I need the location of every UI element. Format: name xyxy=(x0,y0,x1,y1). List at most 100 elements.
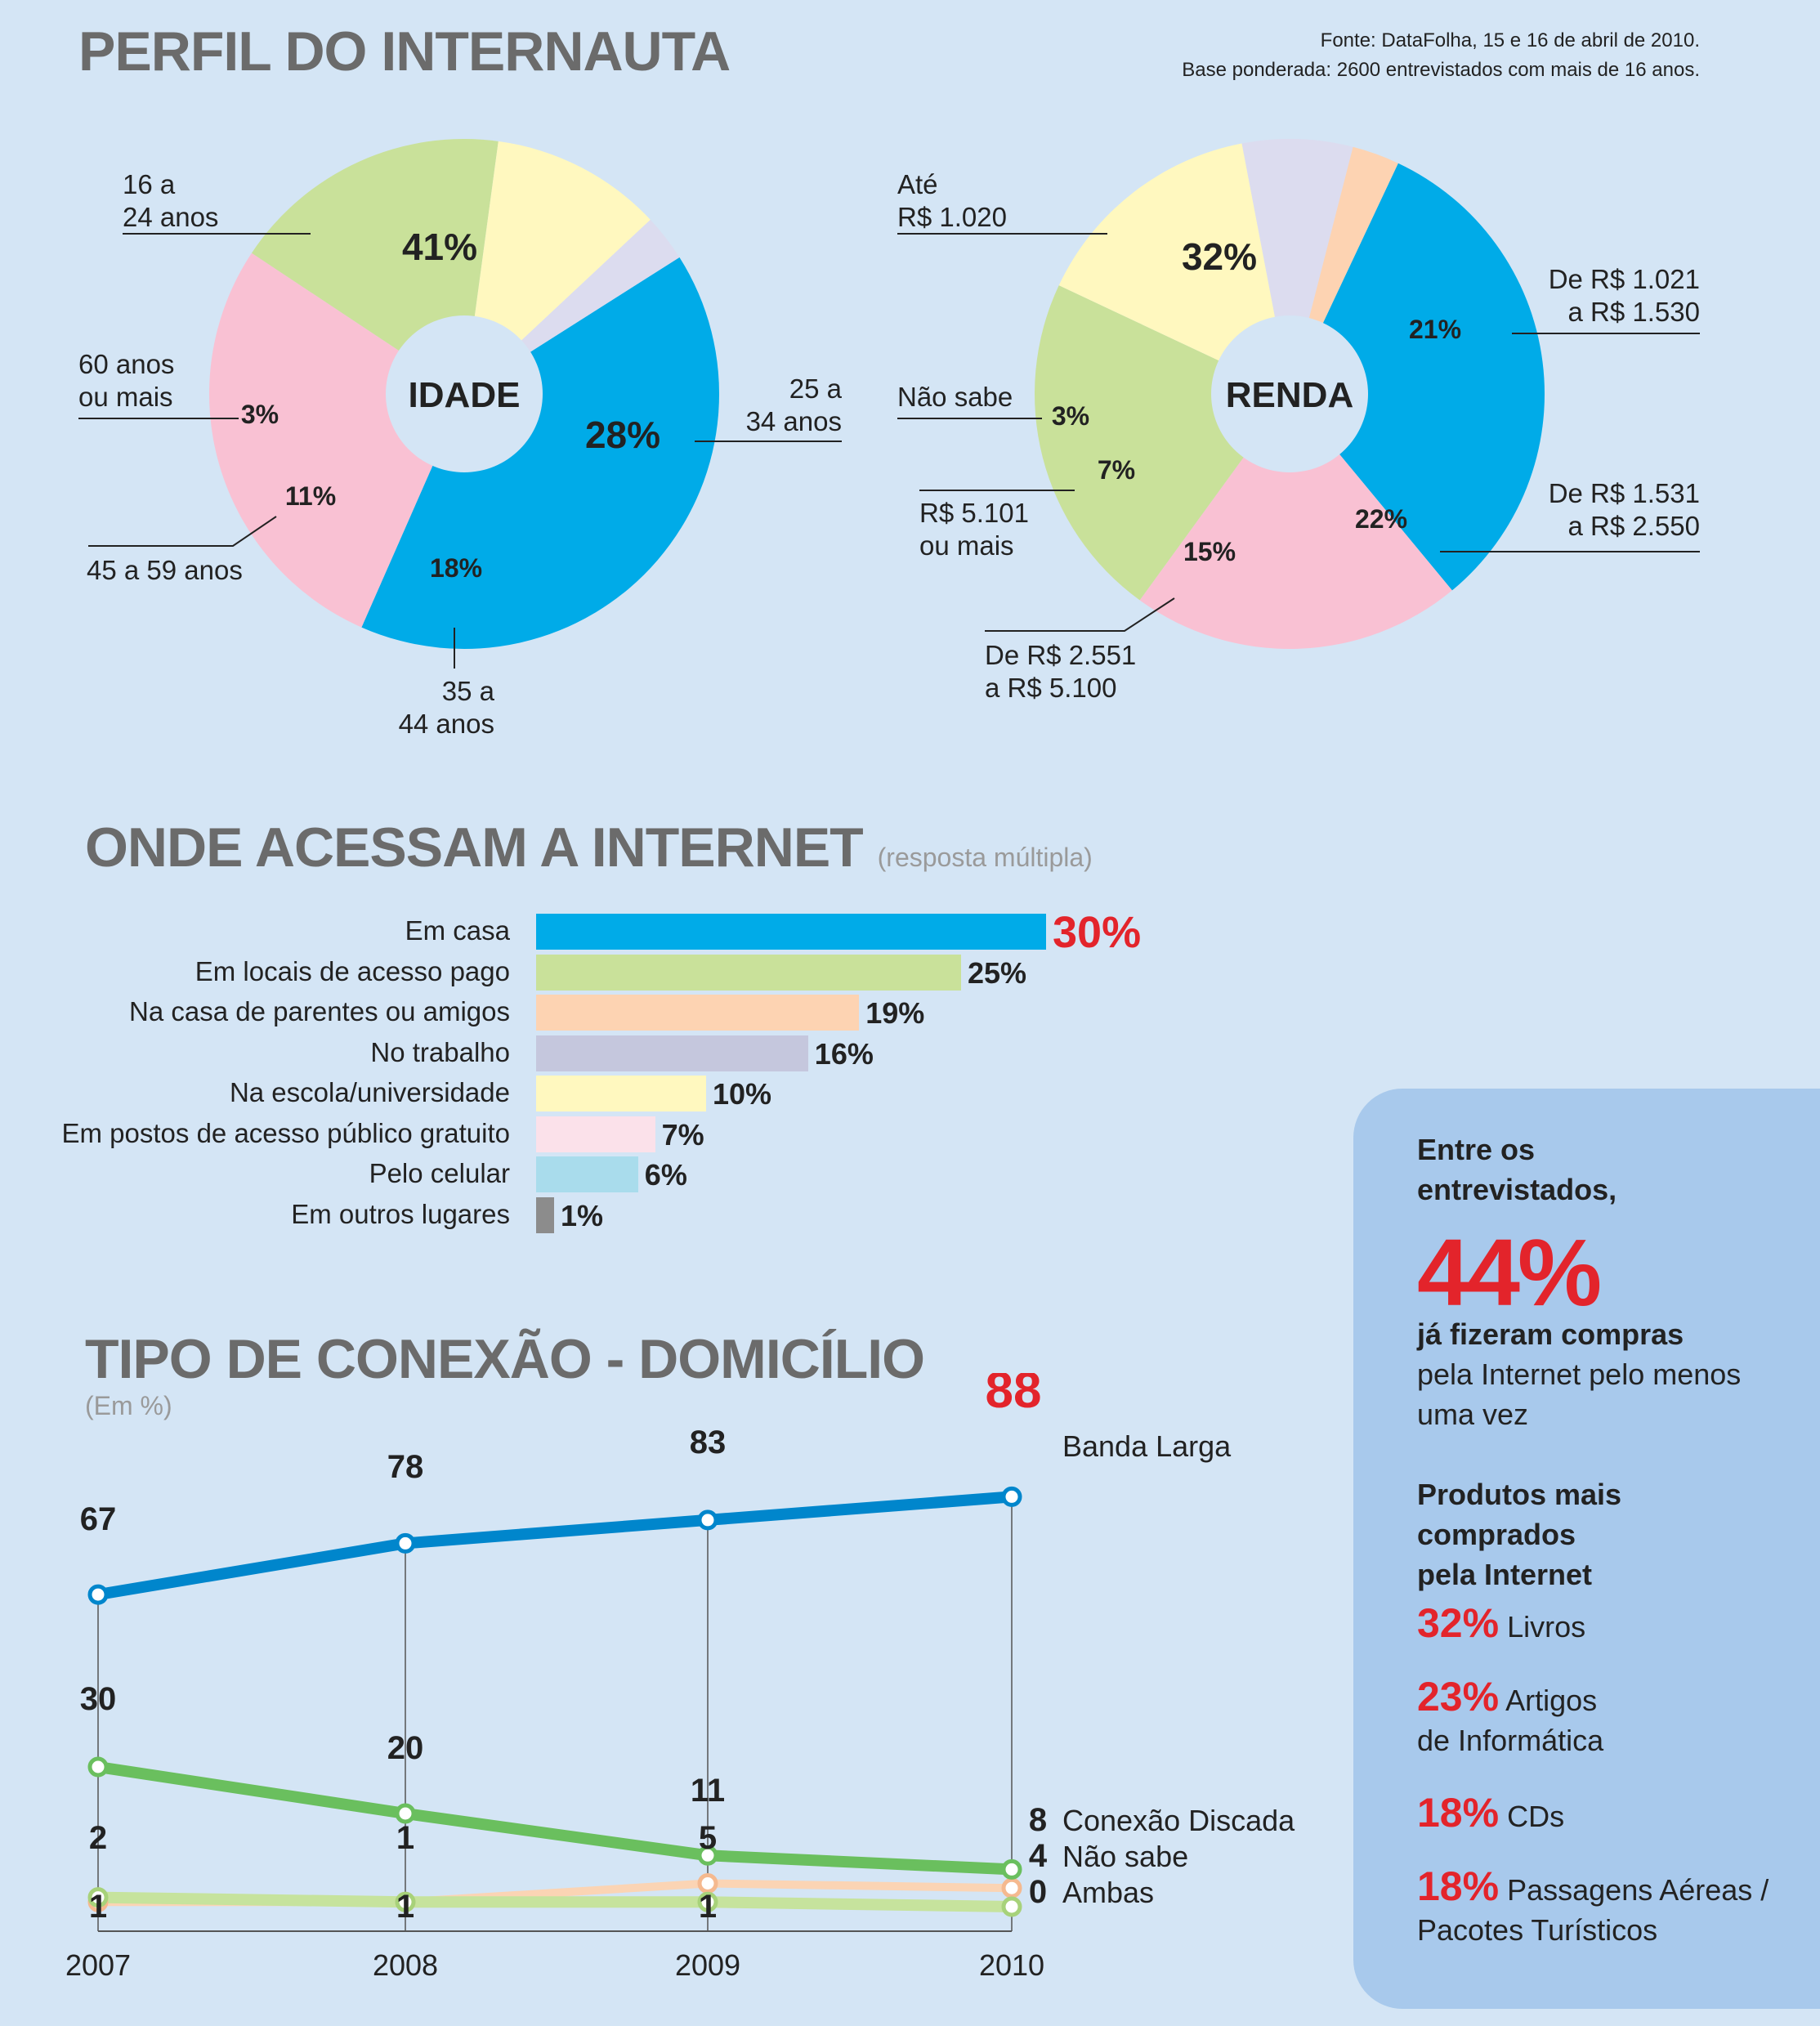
point-label-discada-3: 8 xyxy=(1029,1802,1047,1838)
bar-value-7: 1% xyxy=(561,1198,604,1232)
point-label-banda-0: 67 xyxy=(80,1501,117,1537)
bars-subtitle: (resposta múltipla) xyxy=(877,843,1093,872)
product-4-label: Passagens Aéreas / xyxy=(1507,1873,1769,1907)
bar-value-3: 16% xyxy=(814,1036,874,1071)
product-item-1: 32% Livros xyxy=(1417,1603,1820,1647)
pie-value-label-pie-renda-2: 22% xyxy=(1355,504,1407,534)
product-4-pct: 18% xyxy=(1417,1863,1500,1909)
sidebar-intro: Entre os entrevistados, xyxy=(1417,1129,1820,1210)
product-2-label: Artigos xyxy=(1505,1684,1598,1717)
label-2551-5100-l1: De R$ 2.551 xyxy=(985,640,1137,670)
point-discada-2 xyxy=(697,1845,718,1866)
pie-slice-pie-renda-4 xyxy=(1241,139,1353,394)
pie-leader-lines xyxy=(78,233,1700,669)
label-ate-1020-l2: R$ 1.020 xyxy=(897,202,1007,232)
bar-3 xyxy=(536,1035,808,1071)
x-tick-2008: 2008 xyxy=(373,1948,438,1982)
point-label-naosabe-3: 4 xyxy=(1029,1838,1048,1874)
pie-slice-pie-renda-3 xyxy=(1058,143,1290,395)
label-1531-2550-l2: a R$ 2.550 xyxy=(1567,511,1700,541)
point-label-discada-2: 11 xyxy=(691,1773,725,1809)
source-note: Fonte: DataFolha, 15 e 16 de abril de 20… xyxy=(964,26,1700,85)
pie-renda: RENDA 32% 21% 22% 15% 7% 3% xyxy=(1035,139,1545,650)
pie-value-label-pie-renda-4: 7% xyxy=(1098,455,1135,485)
pie-slice-pie-renda-0 xyxy=(1290,163,1545,591)
product-item-3: 18% CDs xyxy=(1417,1792,1820,1836)
series-name-ambas: Ambas xyxy=(1062,1876,1154,1909)
product-2-label-2: de Informática xyxy=(1417,1724,1604,1757)
label-45-59: 45 a 59 anos xyxy=(87,555,243,585)
label-60-mais-l1: 60 anos xyxy=(78,349,175,379)
product-item-4: 18% Passagens Aéreas / Pacotes Turístico… xyxy=(1417,1866,1820,1950)
label-5101-mais-l1: R$ 5.101 xyxy=(919,498,1029,528)
sidebar-products-title-2: comprados xyxy=(1417,1518,1576,1551)
point-label-ambas-2: 1 xyxy=(699,1889,717,1925)
pie-value-label-pie-idade-0: 41% xyxy=(402,226,477,268)
lines-title: TIPO DE CONEXÃO - DOMICÍLIO xyxy=(85,1328,925,1390)
point-label-banda-1: 78 xyxy=(387,1449,424,1485)
sidebar-products-title: Produtos mais comprados pela Internet xyxy=(1417,1474,1820,1594)
label-1021-1530-l2: a R$ 1.530 xyxy=(1567,297,1700,327)
point-label-ambas-3: 0 xyxy=(1029,1874,1047,1910)
label-1531-2550: De R$ 1.531 a R$ 2.550 xyxy=(1438,477,1700,543)
bar-label-3: No trabalho xyxy=(370,1036,510,1067)
sidebar-line-2: pela Internet pelo menos xyxy=(1417,1357,1742,1391)
pie-value-label-pie-idade-1: 28% xyxy=(585,414,660,456)
label-60-mais: 60 anos ou mais xyxy=(78,348,174,414)
sidebar-line-1: já fizeram compras xyxy=(1417,1317,1684,1351)
pie-value-label-pie-renda-5: 3% xyxy=(1052,401,1089,431)
label-25-34-l1: 25 a xyxy=(789,373,842,404)
pie-slice-pie-idade-3 xyxy=(464,141,651,395)
x-tick-2010: 2010 xyxy=(979,1948,1044,1982)
point-ambas-0 xyxy=(87,1887,109,1908)
point-banda-2 xyxy=(697,1509,718,1531)
point-label-ambas-1: 1 xyxy=(396,1820,414,1856)
point-label-discada-1: 20 xyxy=(387,1730,424,1766)
label-25-34: 25 a 34 anos xyxy=(670,373,842,438)
product-4-label-2: Pacotes Turísticos xyxy=(1417,1913,1658,1947)
bar-label-6: Pelo celular xyxy=(369,1158,510,1188)
pie-value-label-pie-idade-4: 3% xyxy=(241,400,279,429)
pie-value-label-pie-renda-3: 15% xyxy=(1183,537,1236,566)
bar-7 xyxy=(536,1196,554,1233)
source-line-1: Fonte: DataFolha, 15 e 16 de abril de 20… xyxy=(1320,29,1700,51)
lines-unit: (Em %) xyxy=(85,1391,172,1420)
series-line-discada xyxy=(96,1761,1013,1876)
bar-label-5: Em postos de acesso público gratuito xyxy=(61,1117,510,1148)
page-title: PERFIL DO INTERNAUTA xyxy=(78,20,731,83)
label-35-44-l2: 44 anos xyxy=(398,709,494,739)
label-35-44-l1: 35 a xyxy=(441,676,494,706)
sidebar-line-3: uma vez xyxy=(1417,1398,1529,1431)
sidebar-intro-1: Entre os xyxy=(1417,1133,1536,1166)
point-banda-1 xyxy=(395,1532,416,1554)
label-5101-mais-l2: ou mais xyxy=(919,530,1014,561)
pie-hole-pie-renda xyxy=(1211,315,1368,472)
pie-value-label-pie-idade-2: 18% xyxy=(430,553,482,583)
label-16-24: 16 a 24 anos xyxy=(123,168,218,234)
label-16-24-l2: 24 anos xyxy=(123,202,219,232)
bar-2 xyxy=(536,995,860,1031)
label-2551-5100: De R$ 2.551 a R$ 5.100 xyxy=(985,639,1136,704)
pie-value-label-pie-idade-3: 11% xyxy=(285,481,336,511)
bars-title-text: ONDE ACESSAM A INTERNET xyxy=(85,816,864,879)
series-name-discada: Conexão Discada xyxy=(1062,1804,1295,1837)
point-naosabe-2 xyxy=(697,1873,718,1894)
point-ambas-3 xyxy=(1001,1896,1022,1917)
sidebar-purchase-text: já fizeram compras pela Internet pelo me… xyxy=(1417,1314,1820,1434)
series-line-banda xyxy=(96,1491,1013,1601)
bar-4 xyxy=(536,1076,706,1111)
pie-idade: IDADE 41% 28% 18% 11% 3% xyxy=(208,139,719,650)
sidebar-products-title-1: Produtos mais xyxy=(1417,1478,1622,1511)
point-label-naosabe-2: 5 xyxy=(699,1820,717,1856)
pie-charts-svg: IDADE 41% 28% 18% 11% 3% RENDA 32% 21% 22% 15% 7% 3… xyxy=(78,139,1700,669)
point-banda-3 xyxy=(1001,1486,1022,1507)
bar-1 xyxy=(536,954,961,991)
point-label-discada-0: 30 xyxy=(80,1681,117,1717)
label-1531-2550-l1: De R$ 1.531 xyxy=(1548,478,1700,508)
product-2-pct: 23% xyxy=(1417,1674,1500,1720)
label-ate-1020-l1: Até xyxy=(897,169,938,199)
bar-value-4: 10% xyxy=(713,1077,772,1111)
pie-slice-pie-idade-1 xyxy=(208,253,464,628)
sidebar-big-percent: 44% xyxy=(1417,1219,1602,1326)
point-label-banda-3: 88 xyxy=(986,1373,1042,1419)
